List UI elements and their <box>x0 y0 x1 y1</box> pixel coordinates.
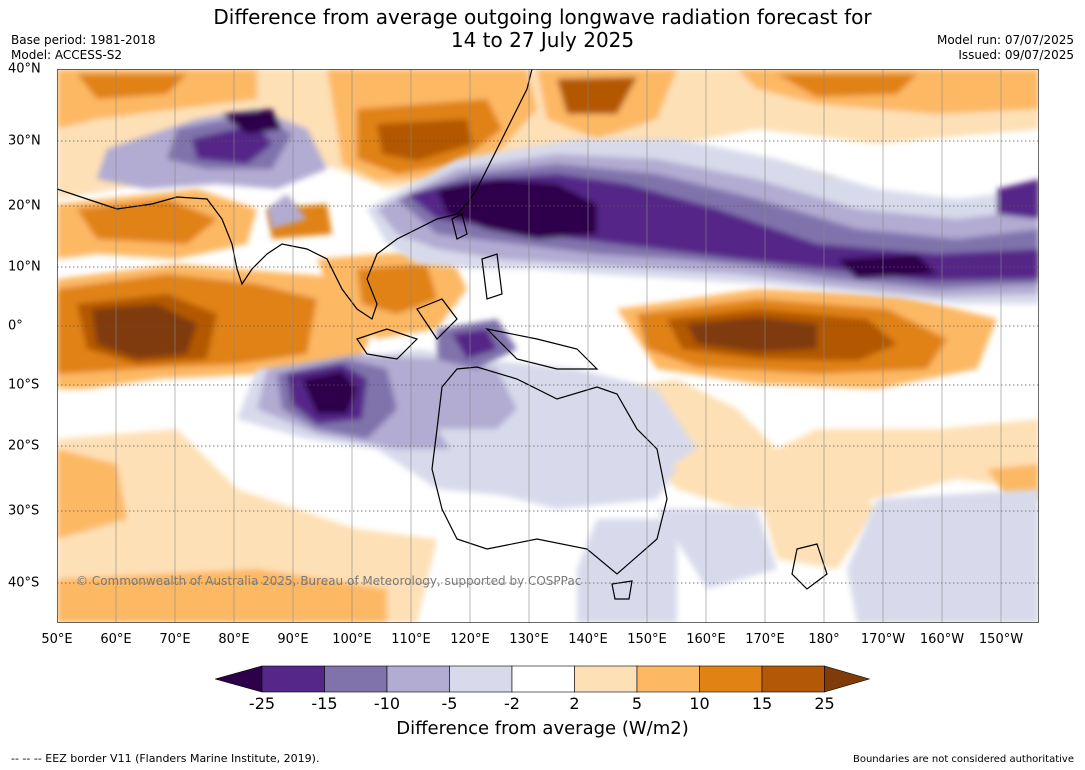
latitude-tick-label: 30°S <box>8 503 40 519</box>
olr-anomaly-map-svg <box>57 69 1039 623</box>
longitude-tick-label: 120°E <box>450 632 490 647</box>
longitude-tick-label: 100°E <box>332 632 372 647</box>
colorbar-extend-low <box>213 665 263 693</box>
longitude-tick-label: 90°E <box>277 632 309 647</box>
issued-text: Issued: 09/07/2025 <box>958 48 1074 62</box>
longitude-tick-label: 160°E <box>686 632 726 647</box>
longitude-tick-label: 80°E <box>218 632 250 647</box>
longitude-tick-label: 180° <box>808 632 840 647</box>
colorbar-tick-label: 15 <box>751 694 773 713</box>
colorbar <box>213 664 871 694</box>
longitude-tick-label: 140°E <box>568 632 608 647</box>
colorbar-segment <box>511 665 575 693</box>
colorbar-segment <box>699 665 763 693</box>
longitude-tick-label: 170°E <box>745 632 785 647</box>
base-period-text: Base period: 1981-2018 <box>11 33 156 47</box>
meridians <box>115 69 1002 623</box>
boundaries-note: Boundaries are not considered authoritat… <box>852 754 1074 765</box>
latitude-tick-label: 30°N <box>8 133 41 149</box>
latitude-tick-label: 20°N <box>8 198 41 214</box>
longitude-tick-label: 130°E <box>509 632 549 647</box>
latitude-tick-label: 20°S <box>8 438 40 454</box>
latitude-tick-label: 40°N <box>8 61 41 77</box>
latitude-tick-label: 0° <box>8 318 23 334</box>
longitude-tick-label: 150°W <box>978 632 1024 647</box>
colorbar-tick-label: -5 <box>441 694 458 713</box>
longitude-tick-label: 160°W <box>919 632 965 647</box>
map-title-line1: Difference from average outgoing longwav… <box>213 5 872 29</box>
colorbar-segment <box>261 665 325 693</box>
longitude-tick-label: 70°E <box>159 632 191 647</box>
latitude-tick-label: 10°N <box>8 259 41 275</box>
map-title-line2: 14 to 27 July 2025 <box>450 28 635 52</box>
map-border <box>57 69 1039 623</box>
colorbar-segment <box>574 665 638 693</box>
colorbar-segment <box>449 665 513 693</box>
colorbar-segment <box>386 665 450 693</box>
longitude-tick-label: 170°W <box>860 632 906 647</box>
colorbar-tick-label: 5 <box>631 694 643 713</box>
model-run-text: Model run: 07/07/2025 <box>936 33 1074 47</box>
copyright-text: © Commonwealth of Australia 2025, Bureau… <box>76 574 582 588</box>
model-text: Model: ACCESS-S2 <box>11 48 123 62</box>
colorbar-segment <box>324 665 388 693</box>
colorbar-extend-high <box>824 665 871 693</box>
latitude-tick-label: 10°S <box>8 377 40 393</box>
eez-border-note: -- -- -- EEZ border V11 (Flanders Marine… <box>11 752 320 765</box>
longitude-tick-label: 50°E <box>41 632 73 647</box>
colorbar-tick-label: -2 <box>504 694 520 713</box>
longitude-tick-label: 150°E <box>627 632 667 647</box>
colorbar-segment <box>761 665 825 693</box>
positive-anomaly-fields <box>57 69 1039 623</box>
colorbar-tick-label: 25 <box>814 694 835 713</box>
colorbar-svg <box>213 665 871 693</box>
coastlines <box>57 69 828 600</box>
colorbar-tick-label: -10 <box>373 694 401 713</box>
latitude-tick-label: 40°S <box>8 575 40 591</box>
olr-anomaly-map <box>57 69 1039 623</box>
colorbar-segment <box>636 665 700 693</box>
colorbar-tick-label: -15 <box>311 694 338 713</box>
longitude-tick-label: 60°E <box>100 632 132 647</box>
colorbar-title: Difference from average (W/m2) <box>396 718 689 739</box>
colorbar-tick-label: 2 <box>569 694 580 713</box>
colorbar-tick-label: 10 <box>689 694 710 713</box>
longitude-tick-label: 110°E <box>391 632 431 647</box>
colorbar-tick-label: -25 <box>248 694 276 713</box>
